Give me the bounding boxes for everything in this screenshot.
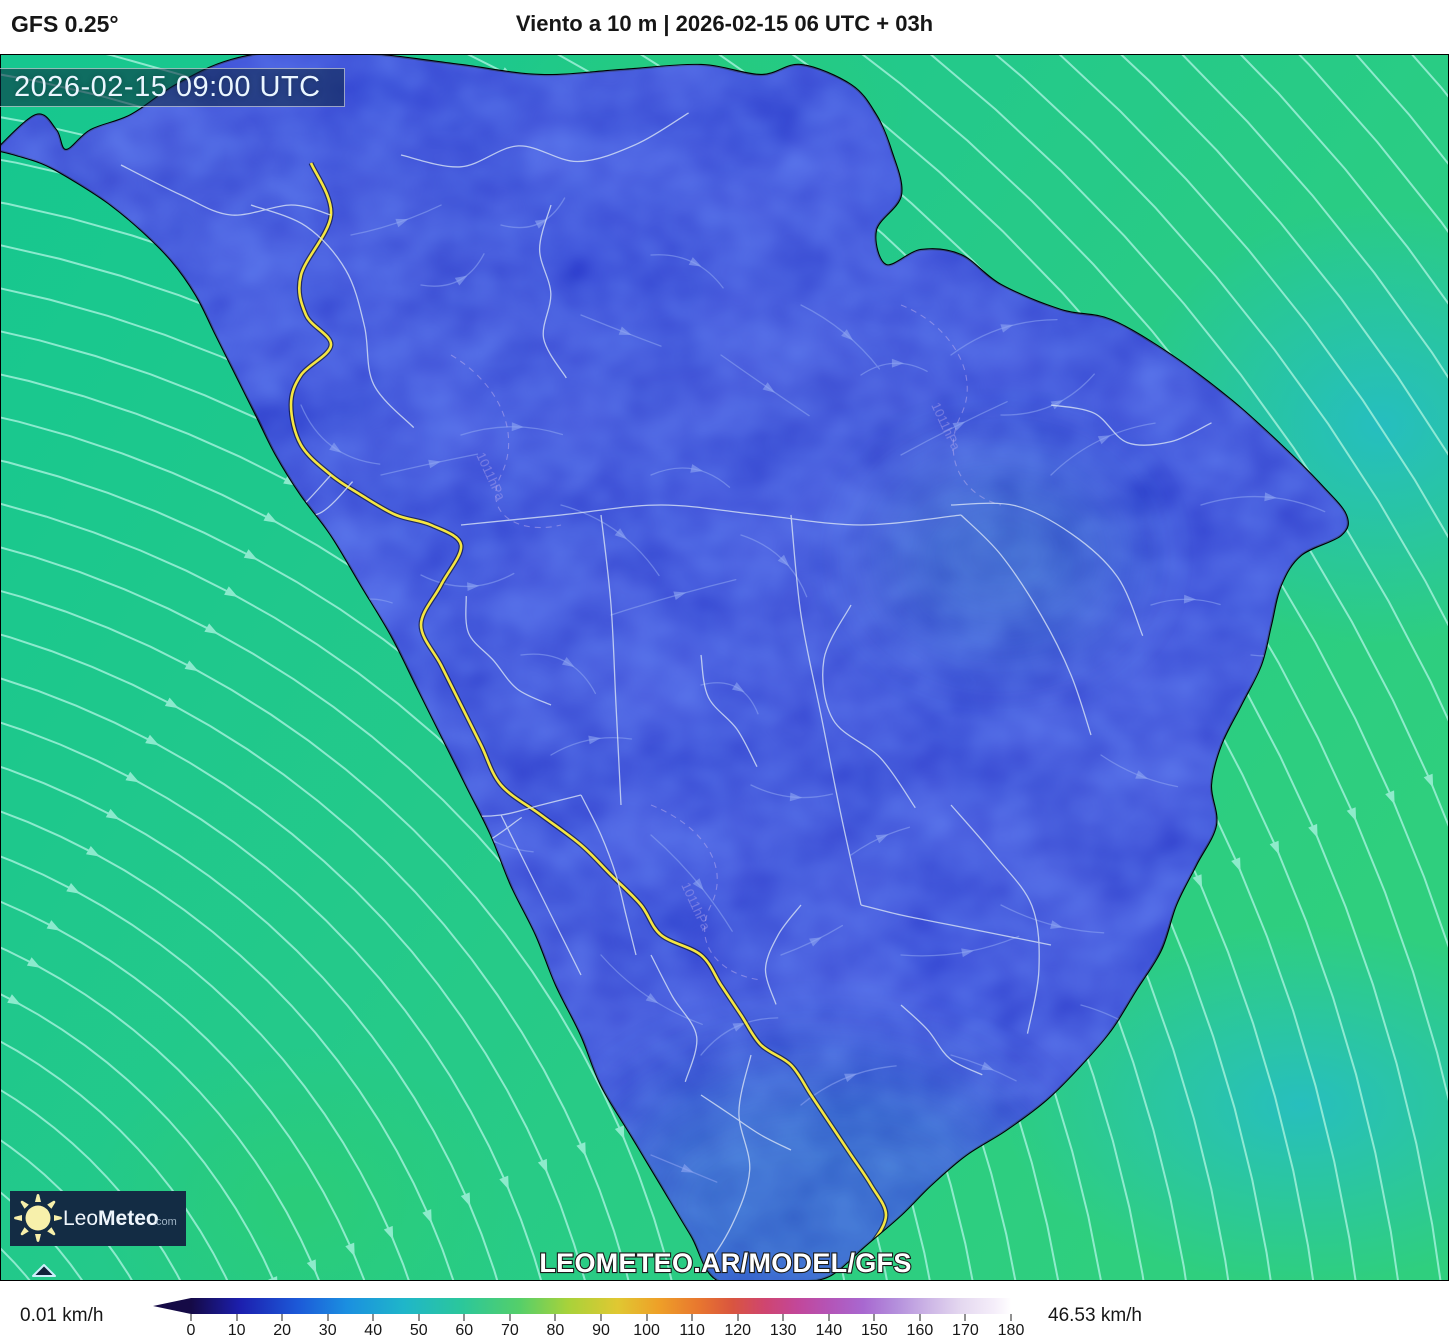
svg-text:LeoMeteo: LeoMeteo (63, 1207, 159, 1230)
svg-text:.com: .com (153, 1216, 177, 1228)
svg-text:LEOMETEO.AR/MODEL/GFS: LEOMETEO.AR/MODEL/GFS (539, 1248, 911, 1278)
